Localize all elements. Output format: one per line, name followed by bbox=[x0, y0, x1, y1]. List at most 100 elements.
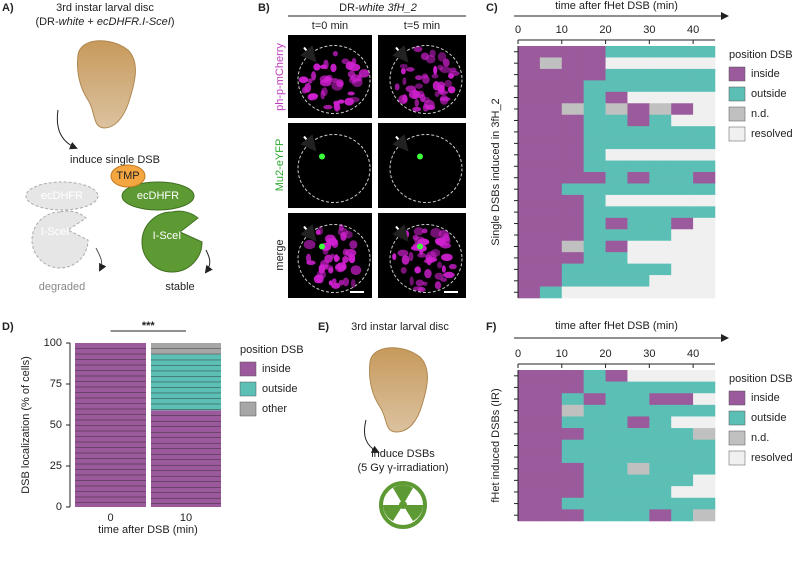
cell bbox=[561, 393, 584, 406]
enzyme-label: ecDHFR bbox=[137, 190, 179, 202]
cell bbox=[539, 114, 563, 127]
bar-segment bbox=[75, 343, 146, 507]
cell bbox=[539, 183, 563, 196]
cell bbox=[583, 137, 606, 150]
legend-title: position DSB bbox=[240, 344, 304, 356]
subtitle-part: ecDHFR.I-SceI bbox=[97, 16, 171, 28]
cell bbox=[583, 428, 606, 440]
cell bbox=[693, 370, 716, 382]
arrow bbox=[364, 419, 380, 453]
cell bbox=[693, 46, 716, 58]
cell bbox=[518, 428, 541, 440]
imaginal-disc bbox=[77, 40, 136, 129]
chromatin-blob bbox=[434, 272, 444, 280]
cell bbox=[518, 91, 541, 104]
legend-title: position DSB bbox=[729, 49, 793, 61]
cell bbox=[561, 381, 584, 394]
cell bbox=[539, 46, 563, 58]
cell bbox=[649, 172, 672, 184]
cell bbox=[693, 428, 716, 440]
chromatin-blob bbox=[349, 240, 358, 249]
cell bbox=[539, 80, 563, 93]
chromatin-blob bbox=[441, 253, 453, 262]
legend-label: resolved bbox=[751, 452, 793, 464]
x-tick-label: 40 bbox=[687, 348, 699, 360]
cell bbox=[539, 206, 563, 219]
cell bbox=[693, 263, 716, 276]
cell bbox=[518, 286, 541, 299]
cell bbox=[583, 404, 606, 417]
cell bbox=[583, 103, 606, 116]
focus bbox=[417, 243, 423, 250]
cell bbox=[583, 183, 606, 196]
chromatin-blob bbox=[441, 265, 446, 273]
cell bbox=[539, 404, 563, 417]
nucleus-outline bbox=[389, 134, 463, 203]
cell bbox=[605, 57, 628, 70]
y-axis-label: Single DSBs induced in 3fH_2 bbox=[490, 98, 502, 245]
cell bbox=[539, 370, 563, 382]
chromatin-blob bbox=[317, 226, 324, 236]
chromatin-blob bbox=[438, 90, 449, 95]
cell bbox=[627, 263, 650, 276]
cell bbox=[671, 194, 694, 207]
step-label: induce single DSB bbox=[70, 154, 160, 166]
panel-letter: B) bbox=[258, 2, 270, 14]
y-tick-label: 25 bbox=[50, 460, 62, 472]
cell bbox=[627, 172, 650, 184]
cell bbox=[627, 252, 650, 264]
step-label: induce DSBs bbox=[371, 448, 435, 460]
cell bbox=[671, 114, 694, 127]
x-tick-label: 0 bbox=[107, 512, 113, 524]
cell bbox=[649, 126, 672, 138]
panel-letter: F) bbox=[486, 321, 497, 333]
chromatin-blob bbox=[440, 277, 448, 282]
cell bbox=[605, 381, 628, 394]
cell bbox=[561, 91, 584, 104]
fate-label: degraded bbox=[39, 281, 86, 293]
row-label: merge bbox=[274, 239, 286, 270]
cell bbox=[649, 286, 672, 299]
cell bbox=[627, 91, 650, 104]
cell bbox=[518, 439, 541, 452]
cell bbox=[671, 103, 694, 116]
cell bbox=[605, 393, 628, 406]
cell bbox=[583, 172, 606, 184]
cell bbox=[539, 240, 563, 253]
radiation-icon bbox=[383, 484, 423, 521]
cell bbox=[649, 149, 672, 161]
cell bbox=[518, 462, 541, 475]
chromatin-blob bbox=[323, 104, 333, 110]
cell bbox=[671, 183, 694, 196]
chromatin-blob bbox=[350, 265, 362, 276]
cell bbox=[518, 57, 541, 70]
cell bbox=[693, 252, 716, 264]
cell bbox=[693, 57, 716, 70]
chromatin-blob bbox=[313, 63, 321, 71]
chromatin-blob bbox=[304, 83, 312, 93]
pointer-arrow bbox=[300, 224, 317, 242]
cell bbox=[605, 497, 628, 510]
cell bbox=[693, 217, 716, 230]
cell bbox=[627, 451, 650, 464]
cell bbox=[518, 103, 541, 116]
cell bbox=[605, 416, 628, 429]
chromatin-blob bbox=[415, 75, 423, 81]
cell bbox=[627, 57, 650, 70]
nucleus-outline bbox=[297, 45, 371, 114]
nuclease-label: I-SceI bbox=[41, 226, 70, 238]
chromatin-blob bbox=[344, 97, 355, 106]
cell bbox=[605, 114, 628, 127]
cell bbox=[693, 91, 716, 104]
chromatin-blob bbox=[347, 91, 355, 96]
cell bbox=[605, 80, 628, 93]
cell bbox=[583, 416, 606, 429]
chromatin-blob bbox=[414, 98, 420, 107]
chromatin-blob bbox=[298, 76, 309, 84]
chromatin-blob bbox=[397, 249, 409, 257]
cell bbox=[583, 91, 606, 104]
cell bbox=[649, 160, 672, 173]
cell bbox=[693, 114, 716, 127]
cell bbox=[693, 404, 716, 417]
legend-swatch bbox=[239, 401, 257, 417]
